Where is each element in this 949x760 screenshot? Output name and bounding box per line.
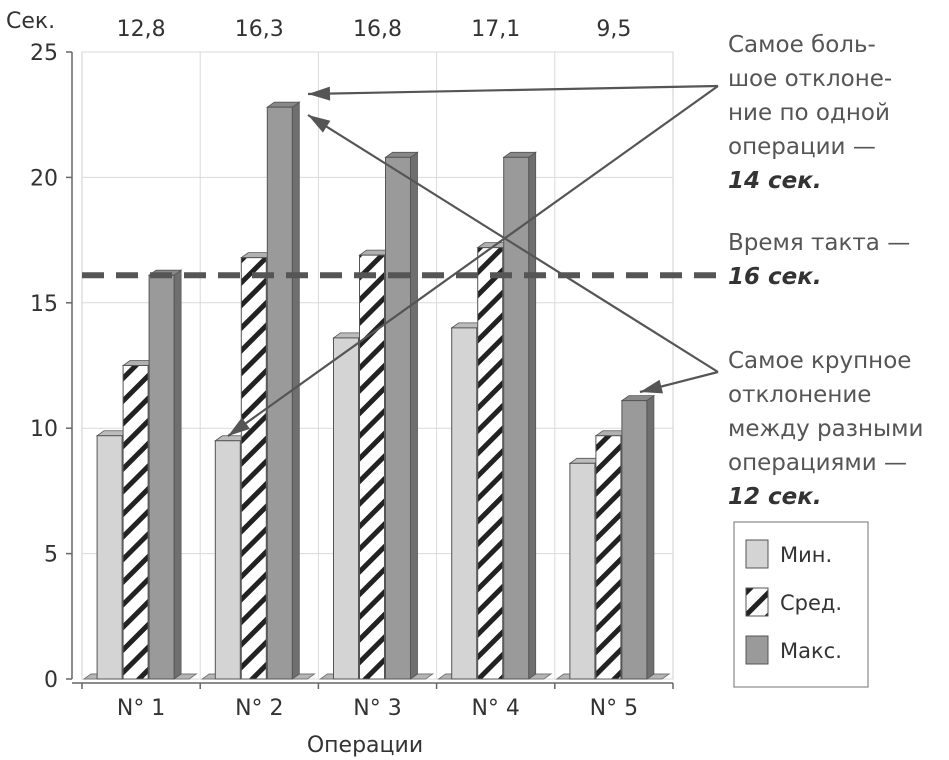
arrow-line <box>307 114 719 373</box>
bar-side <box>173 269 182 680</box>
top-value-label: 12,8 <box>117 17 166 42</box>
annotation-value: 16 сек. <box>728 264 822 290</box>
annotation-text: Самое боль- <box>728 32 876 58</box>
y-tick-label: 20 <box>30 166 58 191</box>
bar-hatched <box>359 254 385 680</box>
bar-side <box>646 394 655 680</box>
bar-light <box>214 440 241 680</box>
legend-swatch <box>745 539 769 569</box>
axes <box>66 51 674 689</box>
annotation-text: шое отклоне- <box>728 66 892 92</box>
annotation-text: ние по одной <box>728 100 890 126</box>
x-axis-title: Операции <box>307 733 423 758</box>
arrow-line <box>307 84 719 96</box>
arrow-head <box>308 115 331 133</box>
bar-hatched <box>122 365 149 680</box>
legend-label: Макс. <box>780 639 842 663</box>
x-tick-label: N° 3 <box>353 696 401 721</box>
y-tick-label: 0 <box>44 668 58 693</box>
x-tick-label: N° 5 <box>590 696 638 721</box>
y-tick-label: 15 <box>30 292 58 317</box>
legend-swatch <box>745 587 769 617</box>
legend-label: Сред. <box>780 591 842 615</box>
bar-hatched <box>595 435 622 680</box>
legend-label: Мин. <box>780 543 832 567</box>
bar-dark <box>385 156 411 680</box>
bar-light <box>569 462 596 680</box>
bars <box>82 101 671 680</box>
arrow-head <box>228 417 250 436</box>
x-tick-label: N° 1 <box>117 696 165 721</box>
x-tick-label: N° 2 <box>235 696 283 721</box>
annotation-arrows <box>227 84 719 437</box>
arrow-line <box>227 85 719 437</box>
bar-light <box>96 435 123 680</box>
bar-dark <box>621 400 648 680</box>
bar-side <box>528 151 537 680</box>
y-tick-label: 5 <box>44 543 58 568</box>
bar-hatched <box>240 257 267 680</box>
top-value-label: 16,3 <box>235 17 284 42</box>
top-value-label: 17,1 <box>471 17 520 42</box>
legend: Мин. Сред. Макс. <box>733 521 869 688</box>
bar-dark <box>148 274 175 680</box>
bar-hatched <box>477 247 504 680</box>
bar-light <box>451 327 478 680</box>
bar-side <box>410 151 418 680</box>
x-tick-label: N° 4 <box>471 696 519 721</box>
bar-light <box>333 337 359 680</box>
annotation-text: операции — <box>728 134 876 160</box>
arrow-head <box>308 86 331 101</box>
annotation-text: между разными <box>728 416 923 442</box>
legend-swatch <box>745 635 769 665</box>
y-tick-label: 10 <box>30 417 58 442</box>
y-axis-title: Сек. <box>6 9 55 34</box>
annotation-text: отклонение <box>728 382 871 408</box>
annotation-text: Время такта — <box>728 230 910 256</box>
annotation-value: 12 сек. <box>728 484 822 510</box>
y-tick-label: 25 <box>30 41 58 66</box>
annotation-text: Самое крупное <box>728 348 911 374</box>
annotation-text: операциями — <box>728 450 907 476</box>
annotation-value: 14 сек. <box>728 168 822 194</box>
labels: 0 5 10 15 20 25 N° 1 12,8 N° 2 16,3 N° 3 16,8 N° 4 17… <box>6 9 923 758</box>
arrow-head <box>640 379 664 394</box>
top-value-label: 16,8 <box>353 17 402 42</box>
top-value-label: 9,5 <box>596 17 631 42</box>
